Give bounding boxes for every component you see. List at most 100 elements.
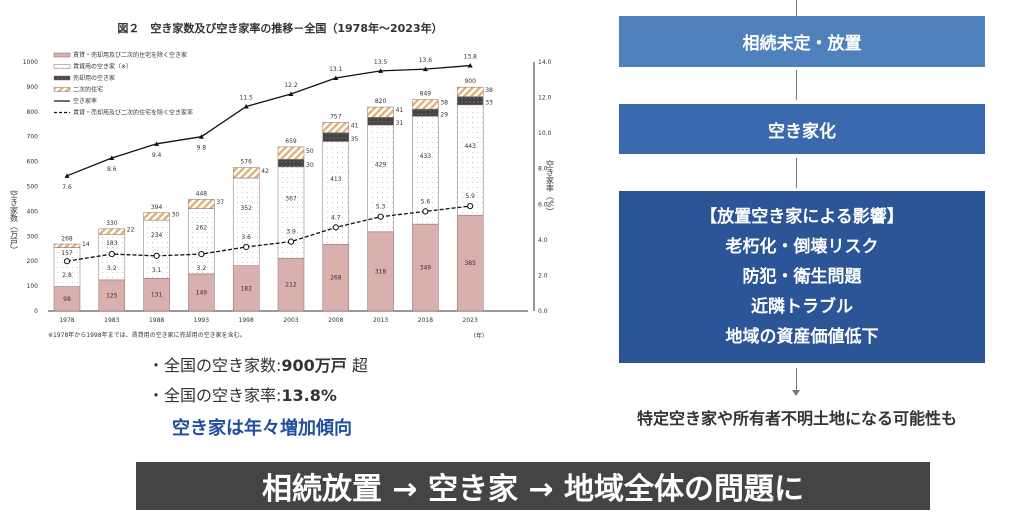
rate-point	[467, 63, 473, 68]
rate-point	[467, 202, 474, 210]
rate-label: 3.9	[286, 229, 296, 236]
bar-segment	[232, 167, 260, 179]
rate-label: 12.2	[284, 82, 298, 89]
y-tick-label: 100	[27, 283, 39, 290]
impact-title: 【放置空き家による影響】	[700, 207, 904, 227]
bar-value-label: 30	[172, 211, 180, 218]
bar-value-label: 429	[375, 161, 387, 168]
rate-label: 13.5	[374, 59, 388, 66]
bar-value-label: 433	[420, 153, 432, 160]
rate-label: 5.6	[421, 198, 431, 205]
bar-total-label: 820	[375, 98, 387, 105]
rate-point	[333, 75, 339, 81]
connector-line	[796, 70, 797, 100]
y-tick-label: 0	[34, 308, 38, 315]
bar-value-label: 443	[464, 143, 476, 150]
x-tick-label: 1998	[239, 317, 254, 324]
bar-segment	[53, 247, 81, 287]
bar-segment	[53, 286, 81, 312]
legend-swatch	[53, 75, 71, 81]
y-tick-label: 900	[27, 84, 39, 91]
bar-segment	[188, 199, 215, 209]
rate-label: 3.6	[241, 234, 251, 241]
bar-value-label: 22	[127, 227, 135, 234]
bar-value-label: 385	[464, 260, 476, 267]
rate-label: 13.6	[419, 57, 433, 64]
bar-segment	[322, 132, 350, 142]
y2-tick-label: 4.0	[538, 237, 548, 244]
flow-step-vacancy: 空き家化	[619, 104, 985, 154]
rate-label: 9.8	[197, 145, 207, 152]
bar-value-label: 14	[82, 241, 90, 248]
y2-tick-label: 2.0	[538, 272, 548, 279]
bar-value-label: 182	[240, 285, 252, 292]
x-tick-label: 2018	[418, 317, 433, 324]
bar-total-label: 330	[106, 220, 118, 227]
bar-value-label: 50	[306, 148, 314, 155]
rate-point	[63, 258, 71, 265]
y2-axis-label: 空き家率（%）	[546, 159, 555, 216]
y-tick-label: 800	[27, 109, 39, 116]
x-tick-label: 2003	[283, 317, 298, 324]
flow-step-inheritance: 相続未定・放置	[619, 16, 985, 67]
legend-label: 賃貸・売却用及び二次的住宅を除く空き家率	[73, 109, 193, 117]
rate-point	[198, 250, 205, 258]
bar-value-label: 212	[285, 282, 297, 289]
bar-value-label: 268	[330, 275, 342, 282]
rate-point	[64, 173, 70, 178]
legend-label: 賃貸用の空き家（※）	[73, 63, 132, 71]
rate-point	[377, 213, 384, 220]
bar-value-label: 29	[440, 112, 448, 119]
legend-label: 賃貸・売却用及び二次的住宅を除く空き家	[73, 51, 187, 59]
y2-tick-label: 10.0	[538, 130, 552, 137]
bar-segment	[322, 244, 350, 312]
series-line	[66, 205, 471, 262]
series-line	[66, 64, 471, 177]
bar-value-label: 35	[351, 136, 359, 143]
stat-label: ・全国の空き家率:	[148, 386, 282, 405]
conclusion-banner: 相続放置 → 空き家 → 地域全体の問題に	[136, 462, 930, 510]
x-axis-unit: （年）	[470, 332, 488, 340]
legend-swatch	[53, 87, 71, 92]
rate-point	[288, 91, 294, 97]
x-tick-label: 1978	[59, 317, 74, 324]
rate-label: 13.8	[464, 54, 478, 61]
bar-segment	[53, 243, 81, 248]
rate-point	[287, 238, 295, 245]
bar-value-label: 37	[216, 199, 224, 206]
rate-label: 7.6	[62, 184, 72, 191]
legend-swatch	[53, 52, 71, 58]
bar-value-label: 125	[106, 292, 118, 299]
bar-value-label: 41	[351, 123, 359, 130]
bar-total-label: 268	[61, 235, 73, 242]
bar-value-label: 131	[151, 292, 163, 299]
y2-tick-label: 8.0	[538, 166, 548, 173]
bar-value-label: 41	[396, 107, 404, 114]
bar-segment	[143, 278, 170, 312]
y-tick-label: 700	[27, 134, 39, 141]
connector-line	[796, 0, 797, 16]
bar-total-label: 394	[151, 204, 163, 211]
bar-value-label: 30	[306, 162, 314, 169]
x-tick-label: 2023	[463, 317, 478, 324]
bar-value-label: 149	[196, 289, 208, 296]
legend-swatch	[53, 64, 71, 69]
bar-value-label: 98	[63, 296, 71, 303]
rate-point	[154, 141, 160, 146]
bar-total-label: 659	[285, 138, 297, 145]
bar-segment	[98, 228, 126, 235]
rate-label: 3.2	[197, 265, 207, 272]
stat-value: 900万戸	[281, 356, 347, 375]
rate-label: 9.4	[152, 152, 162, 159]
rate-point	[422, 208, 429, 215]
bar-segment	[412, 99, 439, 110]
rate-label: 3.2	[107, 265, 117, 272]
y2-tick-label: 14.0	[538, 59, 552, 66]
bar-segment	[232, 177, 260, 266]
rate-label: 11.5	[240, 94, 254, 101]
rate-label: 4.7	[331, 214, 341, 221]
impact-item: 近隣トラブル	[751, 297, 853, 317]
bar-segment	[367, 231, 394, 312]
bar-total-label: 900	[464, 78, 476, 85]
trend-text: 空き家は年々増加傾向	[172, 418, 352, 439]
